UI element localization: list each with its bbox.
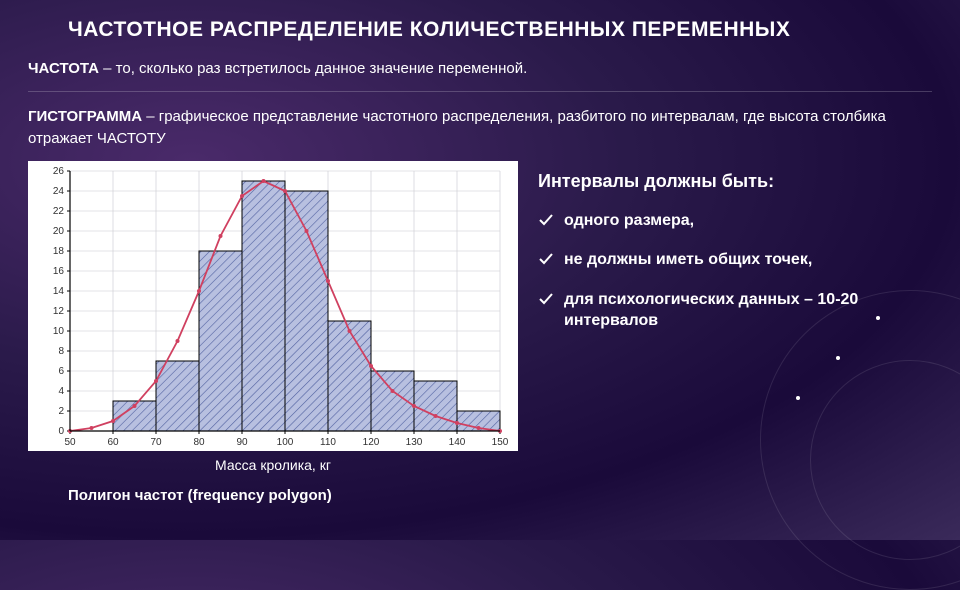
chart-container: 0246810121416182022242650607080901001101… <box>28 161 518 504</box>
list-item-text: для психологических данных – 10-20 интер… <box>564 289 932 332</box>
chart-caption: Полигон частот (frequency polygon) <box>68 487 518 504</box>
svg-text:0: 0 <box>58 426 64 437</box>
svg-text:4: 4 <box>58 386 64 397</box>
svg-text:70: 70 <box>150 437 162 448</box>
svg-text:2: 2 <box>58 406 64 417</box>
term-histogram: ГИСТОГРАММА <box>28 108 142 125</box>
svg-text:26: 26 <box>53 166 65 177</box>
def-frequency-text: – то, сколько раз встретилось данное зна… <box>99 60 527 77</box>
list-item-text: не должны иметь общих точек, <box>564 249 812 271</box>
svg-text:14: 14 <box>53 286 65 297</box>
svg-text:16: 16 <box>53 266 65 277</box>
svg-text:80: 80 <box>193 437 205 448</box>
page-title: ЧАСТОТНОЕ РАСПРЕДЕЛЕНИЕ КОЛИЧЕСТВЕННЫХ П… <box>68 18 932 42</box>
svg-text:22: 22 <box>53 206 65 217</box>
interval-rules-list: одного размера, не должны иметь общих точ… <box>538 210 932 332</box>
definitions: ЧАСТОТА – то, сколько раз встретилось да… <box>28 58 932 151</box>
def-frequency: ЧАСТОТА – то, сколько раз встретилось да… <box>28 58 932 81</box>
svg-text:60: 60 <box>107 437 119 448</box>
svg-text:10: 10 <box>53 326 65 337</box>
def-histogram-text: – графическое представление частотного р… <box>28 108 886 148</box>
check-icon <box>538 251 554 267</box>
divider <box>28 91 932 92</box>
svg-text:150: 150 <box>492 437 509 448</box>
svg-text:120: 120 <box>363 437 380 448</box>
svg-text:110: 110 <box>320 437 336 448</box>
svg-text:20: 20 <box>53 226 65 237</box>
side-panel: Интервалы должны быть: одного размера, не… <box>538 161 932 504</box>
svg-text:140: 140 <box>449 437 466 448</box>
check-icon <box>538 212 554 228</box>
svg-text:8: 8 <box>58 346 64 357</box>
list-item-text: одного размера, <box>564 210 694 232</box>
list-item: для психологических данных – 10-20 интер… <box>538 289 932 332</box>
list-item: одного размера, <box>538 210 932 232</box>
x-axis-label: Масса кролика, кг <box>28 457 518 473</box>
svg-text:90: 90 <box>236 437 248 448</box>
check-icon <box>538 291 554 307</box>
svg-text:100: 100 <box>277 437 294 448</box>
svg-text:12: 12 <box>53 306 65 317</box>
histogram-chart: 0246810121416182022242650607080901001101… <box>28 161 518 451</box>
svg-text:50: 50 <box>64 437 76 448</box>
list-item: не должны иметь общих точек, <box>538 249 932 271</box>
svg-text:130: 130 <box>406 437 423 448</box>
side-title: Интервалы должны быть: <box>538 171 932 192</box>
svg-text:6: 6 <box>58 366 64 377</box>
svg-text:18: 18 <box>53 246 65 257</box>
def-histogram: ГИСТОГРАММА – графическое представление … <box>28 106 932 151</box>
svg-text:24: 24 <box>53 186 65 197</box>
term-frequency: ЧАСТОТА <box>28 60 99 77</box>
